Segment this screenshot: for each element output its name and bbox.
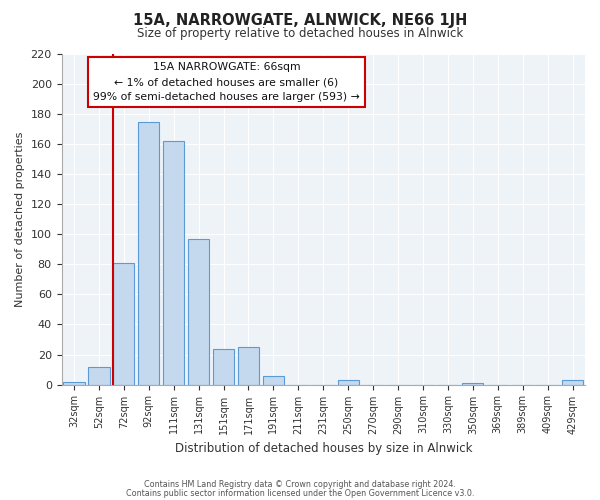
Text: 15A, NARROWGATE, ALNWICK, NE66 1JH: 15A, NARROWGATE, ALNWICK, NE66 1JH [133, 12, 467, 28]
Bar [138, 122, 160, 384]
Bar [188, 239, 209, 384]
Bar [263, 376, 284, 384]
Text: Contains public sector information licensed under the Open Government Licence v3: Contains public sector information licen… [126, 488, 474, 498]
X-axis label: Distribution of detached houses by size in Alnwick: Distribution of detached houses by size … [175, 442, 472, 455]
Y-axis label: Number of detached properties: Number of detached properties [15, 132, 25, 307]
Text: 15A NARROWGATE: 66sqm
← 1% of detached houses are smaller (6)
99% of semi-detach: 15A NARROWGATE: 66sqm ← 1% of detached h… [93, 62, 360, 102]
Bar [64, 382, 85, 384]
Bar [213, 348, 234, 384]
Bar [163, 141, 184, 384]
Bar [113, 263, 134, 384]
Text: Size of property relative to detached houses in Alnwick: Size of property relative to detached ho… [137, 28, 463, 40]
Bar [462, 383, 484, 384]
Bar [338, 380, 359, 384]
Text: Contains HM Land Registry data © Crown copyright and database right 2024.: Contains HM Land Registry data © Crown c… [144, 480, 456, 489]
Bar [88, 366, 110, 384]
Bar [562, 380, 583, 384]
Bar [238, 347, 259, 385]
